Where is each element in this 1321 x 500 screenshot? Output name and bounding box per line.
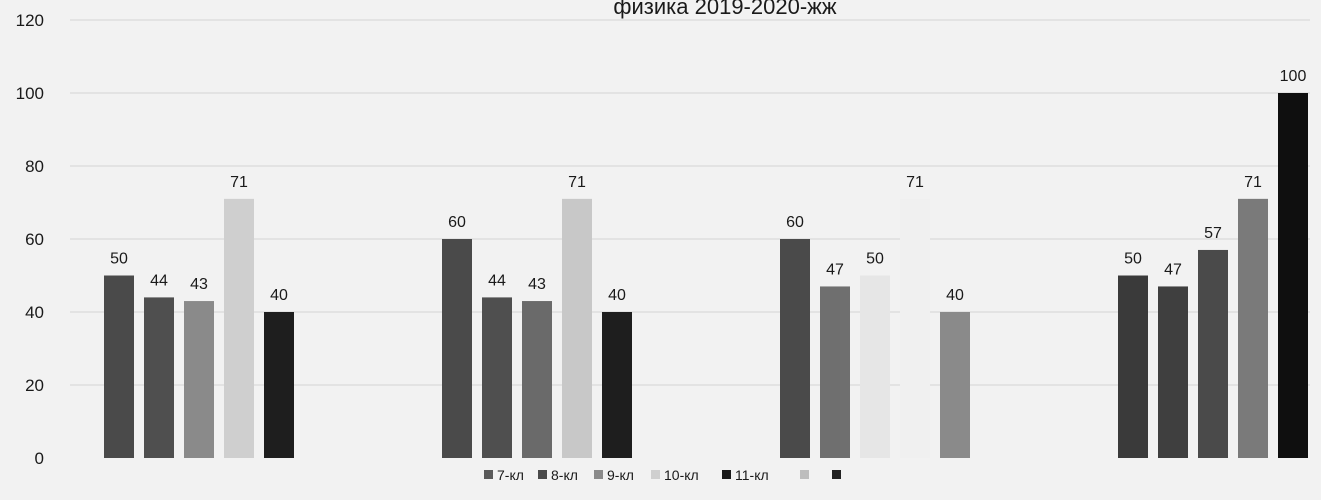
data-label: 71 [568, 174, 586, 191]
bars [104, 93, 1308, 458]
bar [562, 198, 592, 458]
data-label: 60 [448, 214, 466, 231]
bar [820, 286, 850, 458]
data-label: 43 [528, 276, 546, 293]
y-tick-label: 0 [35, 449, 44, 468]
data-label: 43 [190, 276, 208, 293]
legend-label: 10-кл [664, 467, 699, 483]
data-label: 40 [946, 287, 964, 304]
bar [602, 312, 632, 458]
legend-swatch [484, 470, 493, 479]
legend-label: 11-кл [735, 467, 769, 483]
y-tick-label: 100 [16, 84, 44, 103]
data-label: 47 [826, 261, 844, 278]
y-axis-ticks: 0 20 40 60 80 100 120 [16, 11, 44, 468]
data-label: 71 [230, 174, 248, 191]
bar [144, 297, 174, 458]
legend-label: 7-кл [497, 467, 524, 483]
bar [482, 297, 512, 458]
bar [1278, 93, 1308, 458]
y-tick-label: 20 [25, 376, 44, 395]
legend-swatch [651, 470, 660, 479]
data-label: 44 [150, 272, 168, 289]
legend-swatch [538, 470, 547, 479]
data-label: 50 [866, 251, 884, 268]
data-labels: 50 44 43 71 40 60 44 43 71 40 60 47 50 71 40 50 47 57 71 10… [110, 68, 1306, 304]
legend-label: 9-кл [607, 467, 634, 483]
legend: 7-кл 8-кл 9-кл 10-кл 11-кл [484, 467, 841, 483]
y-tick-label: 80 [25, 157, 44, 176]
bar [184, 301, 214, 458]
bar [442, 239, 472, 458]
bar [780, 239, 810, 458]
data-label: 71 [906, 174, 924, 191]
data-label: 71 [1244, 174, 1262, 191]
bar [224, 198, 254, 458]
legend-swatch [800, 470, 809, 479]
bar [1238, 198, 1268, 458]
bar [1158, 286, 1188, 458]
chart-title: физика 2019-2020-жж [613, 0, 836, 19]
legend-label: 8-кл [551, 467, 578, 483]
data-label: 60 [786, 214, 804, 231]
bar [860, 275, 890, 458]
data-label: 57 [1204, 225, 1222, 242]
bar [104, 275, 134, 458]
data-label: 40 [608, 287, 626, 304]
data-label: 40 [270, 287, 288, 304]
bar [522, 301, 552, 458]
data-label: 100 [1280, 68, 1307, 85]
bar [264, 312, 294, 458]
bar [900, 198, 930, 458]
bar [1118, 275, 1148, 458]
y-tick-label: 60 [25, 230, 44, 249]
legend-swatch [832, 470, 841, 479]
bar [940, 312, 970, 458]
y-tick-label: 40 [25, 303, 44, 322]
bar [1198, 249, 1228, 458]
data-label: 50 [1124, 251, 1142, 268]
data-label: 50 [110, 251, 128, 268]
legend-swatch [594, 470, 603, 479]
data-label: 47 [1164, 261, 1182, 278]
legend-swatch [722, 470, 731, 479]
data-label: 44 [488, 272, 506, 289]
y-tick-label: 120 [16, 11, 44, 30]
